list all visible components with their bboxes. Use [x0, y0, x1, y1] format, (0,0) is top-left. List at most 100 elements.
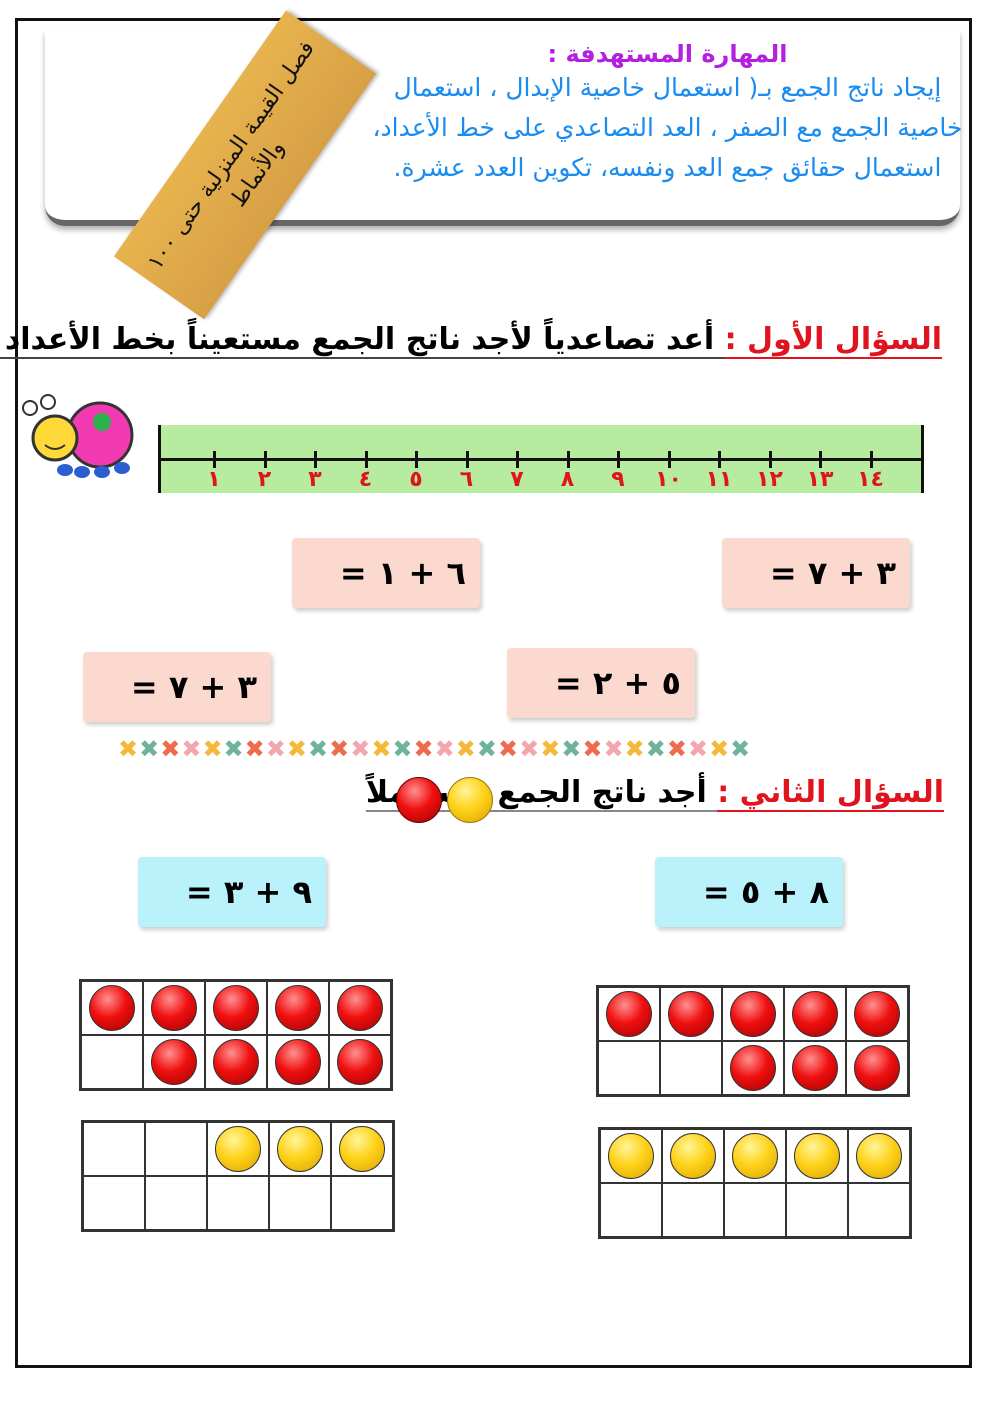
red-counter — [275, 985, 321, 1031]
divider-x-mark: ✖ — [540, 735, 561, 763]
ten-frame-cell — [846, 1041, 908, 1095]
number-line: ١ ٢ ٣ ٤ ٥ ٦ ٧ ٨ ٩ ١٠ ١١ ١٢ ١٣ ١٤ — [158, 425, 924, 493]
yellow-counter — [339, 1126, 385, 1172]
ten-frame-cell — [598, 1041, 660, 1095]
divider-x-mark: ✖ — [687, 735, 709, 763]
ten-frame-cell — [660, 987, 722, 1041]
red-counter — [337, 985, 383, 1031]
number-line-tick — [516, 451, 519, 468]
equation-box[interactable]: ٣ + ٧ = — [83, 652, 271, 722]
red-counter — [213, 1039, 259, 1085]
number-line-label: ١١ — [705, 467, 733, 492]
ten-frame-yellow-right — [598, 1127, 912, 1239]
yellow-counter — [277, 1126, 323, 1172]
ten-frame-cell — [722, 987, 784, 1041]
divider-x-mark: ✖ — [709, 735, 730, 763]
divider-x-mark: ✖ — [455, 735, 476, 763]
divider-x-mark: ✖ — [244, 735, 265, 763]
divider-x-mark: ✖ — [561, 735, 582, 763]
number-line-tick — [718, 451, 721, 468]
equation-box[interactable]: ٣ + ٧ = — [722, 538, 910, 608]
number-line-label: ٣ — [308, 467, 322, 492]
question-2-label: السؤال الثاني : — [717, 775, 944, 812]
number-line-tick — [465, 451, 469, 468]
divider-x-mark: ✖ — [603, 735, 624, 763]
number-line-tick — [566, 451, 570, 468]
divider-x-mark: ✖ — [350, 735, 371, 763]
ten-frame-cell — [786, 1129, 848, 1183]
target-skill: المهارة المستهدفة : إيجاد ناتج الجمع بـ(… — [370, 40, 965, 188]
divider-x-mark: ✖ — [434, 735, 455, 763]
ten-frame-cell — [600, 1183, 662, 1237]
ten-frame-cell — [143, 1035, 205, 1089]
number-line-label: ٦ — [459, 467, 474, 492]
number-line-tick — [869, 451, 873, 468]
divider-x-mark: ✖ — [202, 735, 223, 763]
number-line-tick — [415, 451, 418, 468]
divider-x-mark: ✖ — [645, 735, 666, 763]
equation-box[interactable]: ٥ + ٢ = — [507, 648, 695, 718]
ten-frame-cell — [267, 981, 329, 1035]
equation-box[interactable]: ٩ + ٣ = — [138, 857, 326, 927]
divider-x-mark: ✖ — [265, 735, 286, 763]
ten-frame-cell — [660, 1041, 722, 1095]
divider-x-mark: ✖ — [476, 735, 497, 763]
ten-frame-red-left — [79, 979, 393, 1091]
divider-x-mark: ✖ — [371, 735, 392, 763]
ten-frame-cell — [145, 1122, 207, 1176]
number-line-tick — [819, 451, 822, 468]
yellow-counter — [732, 1133, 778, 1179]
ten-frame-cell — [207, 1176, 269, 1230]
ten-frame-cell — [81, 981, 143, 1035]
red-counter — [730, 1045, 776, 1091]
ten-frame-cell — [786, 1183, 848, 1237]
red-counter — [854, 991, 900, 1037]
number-line-label: ٩ — [611, 467, 625, 492]
ten-frame-cell — [331, 1122, 393, 1176]
number-line-tick — [213, 451, 216, 468]
ten-frame-cell — [83, 1122, 145, 1176]
divider-x-mark: ✖ — [181, 735, 202, 763]
ten-frame-cell — [662, 1183, 724, 1237]
ten-frame-cell — [329, 1035, 391, 1089]
number-line-tick — [617, 451, 620, 468]
ten-frame-cell — [269, 1122, 331, 1176]
red-counter — [606, 991, 652, 1037]
number-line-tick — [314, 451, 317, 468]
divider-x-mark: ✖ — [392, 735, 413, 763]
red-counter — [730, 991, 776, 1037]
divider-x-mark: ✖ — [160, 735, 181, 763]
yellow-counter — [670, 1133, 716, 1179]
ten-frame-cell — [848, 1183, 910, 1237]
divider-x-mark: ✖ — [413, 735, 434, 763]
number-line-label: ٧ — [510, 467, 524, 492]
ten-frame-cell — [145, 1176, 207, 1230]
divider-x-mark: ✖ — [624, 735, 645, 763]
ten-frame-cell — [329, 981, 391, 1035]
divider-x-mark: ✖ — [519, 735, 540, 763]
divider-x-mark: ✖ — [307, 735, 329, 763]
number-line-axis — [161, 458, 921, 461]
ten-frame-cell — [662, 1129, 724, 1183]
red-counter — [668, 991, 714, 1037]
equation-box[interactable]: ٦ + ١ = — [292, 538, 480, 608]
divider-x-mark: ✖ — [497, 735, 519, 763]
ten-frame-yellow-left — [81, 1120, 395, 1232]
ladybug-icon — [22, 394, 134, 478]
decorative-divider: ✖ ✖ ✖ ✖ ✖ ✖ ✖ ✖ ✖ ✖ ✖ ✖ ✖ ✖ ✖ ✖ ✖ ✖ ✖ ✖ ✖ ✖ ✖ ✖ ✖ ✖ ✖ ✖ ✖ ✖ — [118, 735, 750, 763]
skill-line: استعمال حقائق جمع العد ونفسه، تكوين العد… — [393, 153, 942, 182]
ten-frame-cell — [331, 1176, 393, 1230]
ten-frame-cell — [267, 1035, 329, 1089]
yellow-counter-icon — [447, 777, 493, 823]
number-line-label: ٤ — [358, 467, 373, 492]
ten-frame-cell — [848, 1129, 910, 1183]
ten-frame-cell — [205, 1035, 267, 1089]
number-line-label: ١٣ — [806, 467, 834, 492]
equation-box[interactable]: ٨ + ٥ = — [655, 857, 843, 927]
red-counter — [151, 985, 197, 1031]
number-line-label: ٥ — [409, 467, 423, 492]
red-counter — [213, 985, 259, 1031]
number-line-label: ١٢ — [756, 467, 783, 492]
question-1-label: السؤال الأول : — [724, 322, 942, 359]
red-counter — [854, 1045, 900, 1091]
